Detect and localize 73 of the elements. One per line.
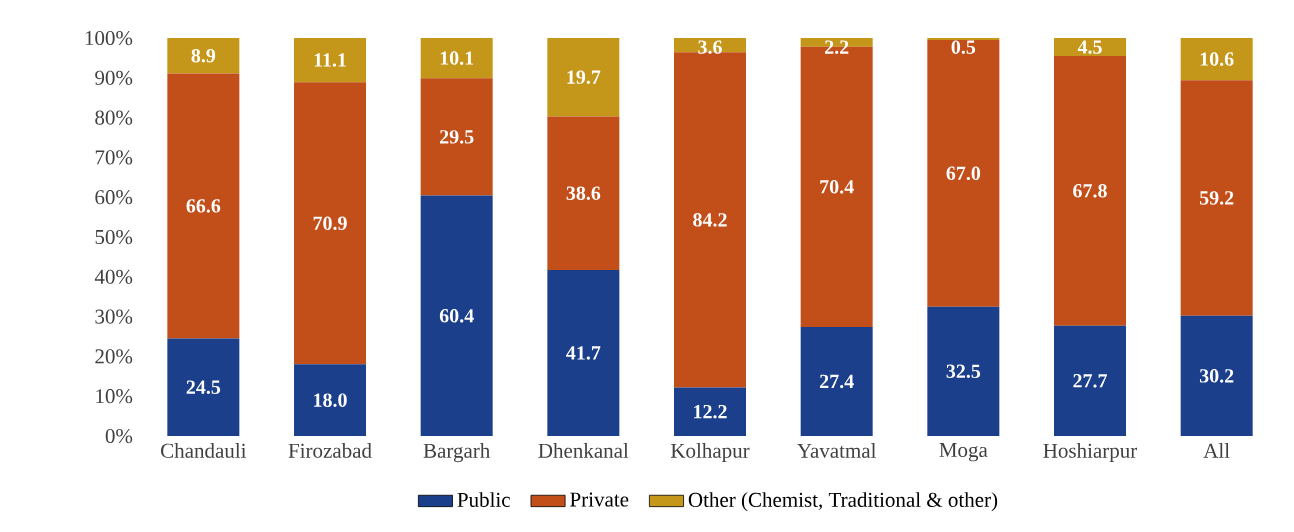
bar (674, 387, 747, 437)
data-label: 29.5 (440, 130, 474, 144)
data-label: 3.6 (698, 40, 722, 54)
legend-label: Other (Chemist, Traditional & other) (688, 492, 998, 512)
legend-label: Private (570, 492, 629, 507)
bar (674, 52, 747, 388)
bar (927, 39, 1000, 307)
data-label: 19.7 (567, 70, 601, 84)
data-label: 38.6 (566, 186, 601, 201)
data-label: 41.7 (566, 346, 601, 360)
bar (167, 73, 240, 339)
x-tick-label: Firozabad (288, 443, 372, 458)
bar (1054, 55, 1127, 326)
x-tick-label: Kolhapur (670, 443, 750, 463)
data-label: 70.9 (313, 216, 347, 231)
bar (927, 306, 1000, 437)
bar (547, 270, 620, 437)
bar (420, 78, 493, 196)
data-label: 0.5 (951, 40, 976, 54)
data-label: 12.2 (694, 404, 727, 419)
y-tick-label: 60% (95, 190, 133, 205)
legend-label: Public (457, 492, 510, 507)
bar (420, 38, 493, 79)
data-label: 84.2 (693, 213, 727, 227)
y-tick-label: 10% (96, 389, 133, 404)
x-tick-label: Bargarh (423, 443, 491, 463)
bar (294, 38, 367, 83)
bar (167, 338, 240, 437)
x-tick-label: Moga (939, 443, 988, 462)
data-label: 59.2 (1199, 191, 1234, 205)
y-tick-label: 40% (94, 269, 133, 284)
data-label: 66.6 (186, 199, 221, 213)
y-tick-label: 70% (95, 150, 133, 165)
bar (1180, 38, 1253, 81)
data-label: 67.0 (946, 166, 981, 181)
data-label: 10.1 (440, 51, 474, 65)
y-tick-label: 100% (85, 30, 133, 46)
data-label: 70.4 (820, 180, 854, 194)
data-label: 27.7 (1073, 374, 1108, 388)
data-label: 10.6 (1200, 52, 1234, 66)
bar (1180, 80, 1253, 316)
x-tick-label: Hoshiarpur (1043, 443, 1138, 463)
data-label: 32.5 (946, 364, 981, 379)
data-label: 24.5 (186, 380, 221, 395)
bar (1054, 325, 1127, 437)
bar (167, 38, 240, 74)
data-label: 67.8 (1073, 184, 1107, 198)
x-tick-label: Dhenkanal (538, 443, 629, 458)
x-tick-label: Yavatmal (797, 443, 877, 458)
data-label: 30.2 (1199, 369, 1234, 383)
data-label: 4.5 (1077, 40, 1102, 54)
bar (1180, 315, 1253, 437)
data-label: 60.4 (439, 309, 474, 323)
x-tick-label: All (1203, 443, 1230, 458)
bar (294, 82, 367, 365)
y-tick-label: 90% (95, 70, 133, 85)
y-tick-label: 50% (95, 229, 133, 245)
bar (420, 195, 493, 437)
data-label: 18.0 (314, 393, 347, 407)
bar (294, 364, 367, 437)
bar (800, 326, 873, 437)
y-tick-label: 0% (105, 428, 133, 444)
y-tick-label: 80% (95, 110, 133, 125)
data-label: 2.2 (825, 40, 849, 54)
bar (547, 38, 620, 117)
data-label: 27.4 (820, 374, 854, 389)
x-tick-label: Chandauli (161, 443, 247, 458)
y-tick-label: 20% (95, 349, 133, 364)
y-tick-label: 30% (95, 309, 133, 324)
data-label: 11.1 (314, 53, 346, 67)
bar (547, 116, 620, 271)
bar (1054, 38, 1127, 56)
data-label: 8.9 (191, 48, 216, 63)
